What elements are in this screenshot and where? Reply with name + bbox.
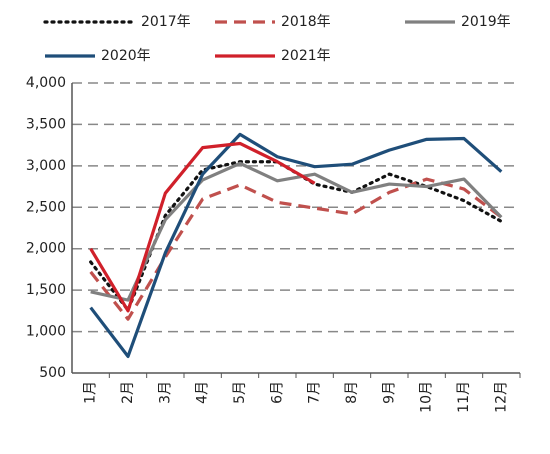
y-tick-label: 2,000 — [26, 241, 66, 257]
x-tick-label: 11月 — [456, 381, 472, 413]
y-tick-label: 3,500 — [26, 116, 66, 132]
y-tick-label: 4,000 — [26, 75, 66, 91]
x-tick-label: 4月 — [195, 381, 211, 404]
legend-label: 2019年 — [461, 14, 511, 30]
y-tick-label: 1,000 — [26, 324, 66, 340]
x-tick-label: 8月 — [344, 381, 360, 404]
x-tick-label: 10月 — [419, 381, 435, 413]
x-tick-label: 7月 — [307, 381, 323, 404]
series-line — [90, 161, 503, 302]
legend-label: 2021年 — [281, 48, 331, 64]
y-tick-label: 1,500 — [26, 282, 66, 298]
x-tick-label: 9月 — [381, 381, 397, 404]
y-tick-label: 2,500 — [26, 199, 66, 215]
y-tick-label: 3,000 — [26, 158, 66, 174]
x-tick-label: 3月 — [157, 381, 173, 404]
series-line — [89, 132, 503, 359]
x-tick-label: 12月 — [493, 381, 509, 413]
series-line — [89, 141, 316, 313]
x-tick-label: 1月 — [83, 381, 99, 404]
legend-label: 2017年 — [141, 14, 191, 30]
y-tick-label: 500 — [39, 365, 66, 381]
legend-label: 2018年 — [281, 14, 331, 30]
legend-label: 2020年 — [101, 48, 151, 64]
x-tick-label: 5月 — [232, 381, 248, 404]
x-tick-label: 2月 — [120, 381, 136, 404]
x-tick-label: 6月 — [269, 381, 285, 404]
